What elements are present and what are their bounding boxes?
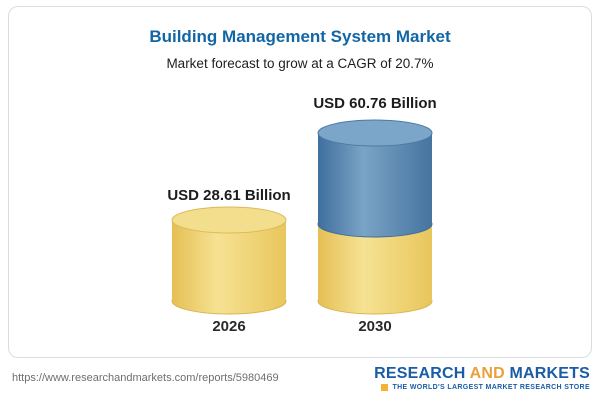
bar-2026 bbox=[171, 206, 287, 315]
logo-word-and: AND bbox=[469, 364, 505, 382]
logo-word-markets: MARKETS bbox=[509, 364, 590, 382]
cylinder-bar-chart: USD 28.61 Billion USD 60.76 Billion 2026… bbox=[167, 95, 436, 335]
logo-wordmark: RESEARCH AND MARKETS bbox=[374, 365, 590, 383]
chart-subtitle: Market forecast to grow at a CAGR of 20.… bbox=[166, 56, 434, 71]
chart-card: Building Management System Market Market… bbox=[8, 6, 592, 358]
value-label-2026: USD 28.61 Billion bbox=[167, 187, 290, 204]
bar-2030-blue-segment bbox=[318, 133, 432, 224]
bar-2030 bbox=[317, 119, 433, 315]
bar-2026-top-face bbox=[171, 206, 287, 234]
chart-title: Building Management System Market bbox=[149, 27, 451, 46]
value-label-2030: USD 60.76 Billion bbox=[313, 95, 436, 112]
report-url: https://www.researchandmarkets.com/repor… bbox=[12, 372, 279, 384]
bar-2030-top-face bbox=[317, 119, 433, 147]
research-and-markets-logo: RESEARCH AND MARKETS THE WORLD'S LARGEST… bbox=[374, 365, 590, 392]
footer: https://www.researchandmarkets.com/repor… bbox=[12, 358, 590, 398]
logo-accent-square bbox=[381, 384, 389, 392]
logo-word-research: RESEARCH bbox=[374, 364, 466, 382]
category-label-2026: 2026 bbox=[212, 318, 245, 335]
category-label-2030: 2030 bbox=[358, 318, 391, 335]
logo-tagline-text: THE WORLD'S LARGEST MARKET RESEARCH STOR… bbox=[392, 384, 590, 392]
logo-tagline: THE WORLD'S LARGEST MARKET RESEARCH STOR… bbox=[374, 384, 590, 392]
